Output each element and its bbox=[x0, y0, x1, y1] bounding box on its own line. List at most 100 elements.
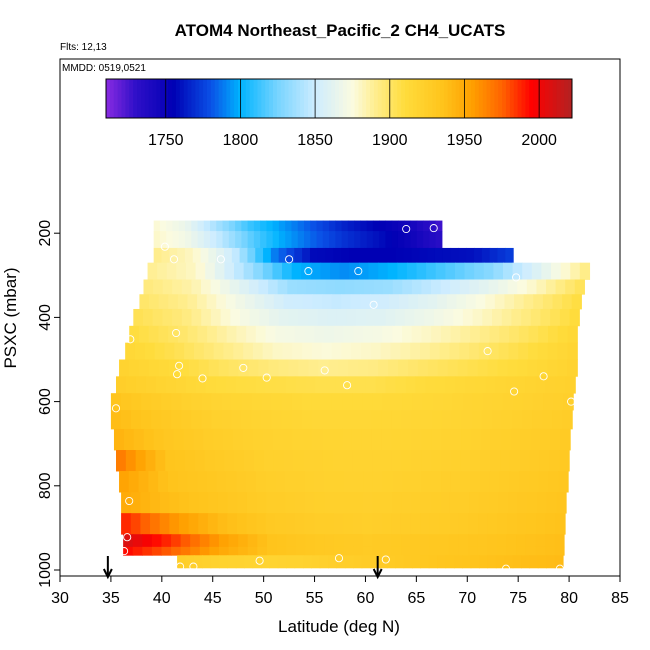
heatmap-cell bbox=[243, 342, 254, 360]
colorbar-swatch bbox=[172, 79, 177, 118]
heatmap-cell bbox=[303, 450, 314, 472]
heatmap-cell bbox=[360, 220, 368, 232]
heatmap-cell bbox=[462, 308, 474, 327]
heatmap-cell bbox=[381, 546, 393, 556]
flight-marker-arrowhead bbox=[372, 568, 383, 580]
heatmap-cell bbox=[472, 393, 484, 411]
heatmap-cell bbox=[501, 308, 512, 327]
heatmap-cell bbox=[297, 220, 305, 232]
heatmap-cell bbox=[362, 325, 374, 344]
heatmap-cell bbox=[264, 294, 275, 310]
heatmap-cell bbox=[236, 513, 248, 535]
heatmap-cell bbox=[310, 220, 318, 232]
heatmap-cell bbox=[467, 359, 479, 377]
heatmap-cell bbox=[518, 342, 529, 360]
heatmap-cell bbox=[391, 534, 402, 548]
heatmap-cell bbox=[281, 410, 292, 430]
heatmap-cell bbox=[526, 279, 538, 295]
heatmap-cell bbox=[175, 376, 187, 394]
heatmap-cell bbox=[341, 231, 349, 249]
heatmap-cell bbox=[324, 471, 335, 493]
colorbar-swatch bbox=[137, 79, 142, 118]
heatmap-cell bbox=[495, 555, 505, 569]
heatmap-cell bbox=[247, 220, 255, 232]
heatmap-cell bbox=[391, 513, 402, 535]
heatmap-cell bbox=[158, 294, 169, 310]
heatmap-cell bbox=[172, 231, 180, 249]
heatmap-cell bbox=[391, 546, 402, 556]
heatmap-cell bbox=[372, 492, 383, 514]
colorbar-swatch bbox=[548, 79, 554, 118]
heatmap-cell bbox=[265, 376, 277, 394]
heatmap-cell bbox=[385, 376, 397, 394]
heatmap-cell bbox=[429, 342, 441, 360]
heatmap-cell bbox=[138, 325, 150, 344]
heatmap-cell bbox=[287, 279, 298, 295]
heatmap-cell bbox=[459, 342, 470, 360]
heatmap-cell bbox=[153, 231, 161, 249]
date-note: MMDD: 0519,0521 bbox=[62, 63, 146, 74]
colorbar-swatch bbox=[129, 79, 134, 118]
heatmap-cell bbox=[179, 492, 190, 514]
heatmap-cell bbox=[475, 376, 486, 394]
heatmap-cell bbox=[501, 410, 513, 430]
heatmap-cell bbox=[391, 428, 403, 451]
heatmap-cell bbox=[293, 294, 304, 310]
colorbar-swatch bbox=[296, 79, 301, 118]
heatmap-cell bbox=[554, 555, 564, 569]
heatmap-cell bbox=[353, 325, 364, 344]
heatmap-cell bbox=[375, 308, 386, 327]
heatmap-cell bbox=[391, 450, 403, 472]
heatmap-cell bbox=[142, 546, 153, 556]
colorbar-swatch bbox=[253, 79, 258, 118]
heatmap-cell bbox=[113, 428, 125, 451]
heatmap-cell bbox=[316, 220, 324, 232]
heatmap-cell bbox=[453, 308, 464, 327]
heatmap-cell bbox=[352, 513, 363, 535]
heatmap-cell bbox=[272, 262, 283, 280]
heatmap-cell bbox=[411, 247, 420, 264]
heatmap-cell bbox=[302, 428, 313, 451]
heatmap-cell bbox=[477, 546, 488, 556]
heatmap-cell bbox=[546, 279, 557, 295]
heatmap-cell bbox=[251, 410, 262, 430]
heatmap-cell bbox=[435, 262, 446, 280]
y-tick-label: 800 bbox=[37, 472, 54, 499]
heatmap-cell bbox=[198, 359, 210, 377]
heatmap-cell bbox=[301, 262, 312, 280]
heatmap-cell bbox=[188, 359, 200, 377]
heatmap-cell bbox=[428, 555, 438, 569]
heatmap-cell bbox=[219, 555, 229, 569]
heatmap-cell bbox=[325, 279, 336, 295]
heatmap-cell bbox=[141, 393, 152, 411]
heatmap-cell bbox=[543, 393, 554, 411]
colorbar-swatch bbox=[179, 79, 185, 118]
heatmap-cell bbox=[294, 247, 303, 264]
sample-point bbox=[354, 267, 363, 276]
heatmap-cell bbox=[555, 279, 566, 295]
sample-point bbox=[555, 564, 564, 573]
heatmap-cell bbox=[278, 308, 290, 327]
colorbar-swatch bbox=[463, 79, 468, 118]
heatmap-cell bbox=[272, 428, 284, 451]
heatmap-cell bbox=[205, 262, 216, 280]
heatmap-cell bbox=[168, 325, 179, 344]
heatmap-cell bbox=[431, 325, 442, 344]
heatmap-cell bbox=[324, 492, 335, 514]
colorbar-swatch bbox=[191, 79, 196, 118]
heatmap-cell bbox=[382, 393, 393, 411]
heatmap-cell bbox=[154, 342, 166, 360]
heatmap-cell bbox=[119, 359, 130, 377]
heatmap-cell bbox=[155, 450, 166, 472]
heatmap-cell bbox=[161, 546, 172, 556]
heatmap-cell bbox=[306, 279, 317, 295]
heatmap-cell bbox=[522, 262, 533, 280]
heatmap-cell bbox=[125, 376, 137, 394]
heatmap-cell bbox=[185, 262, 197, 280]
heatmap-cell bbox=[343, 546, 354, 556]
heatmap-cell bbox=[569, 308, 580, 327]
x-tick-label: 80 bbox=[560, 590, 578, 607]
heatmap-cell bbox=[278, 220, 286, 232]
heatmap-cell bbox=[197, 294, 208, 310]
heatmap-cell bbox=[210, 279, 221, 295]
